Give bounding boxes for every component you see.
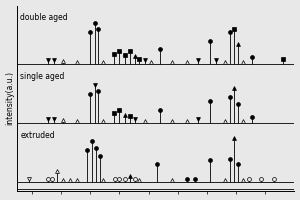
Text: single aged: single aged: [20, 72, 64, 81]
Y-axis label: intensity(a.u.): intensity(a.u.): [6, 71, 15, 125]
Text: double aged: double aged: [20, 13, 68, 22]
Text: extruded: extruded: [20, 131, 55, 140]
